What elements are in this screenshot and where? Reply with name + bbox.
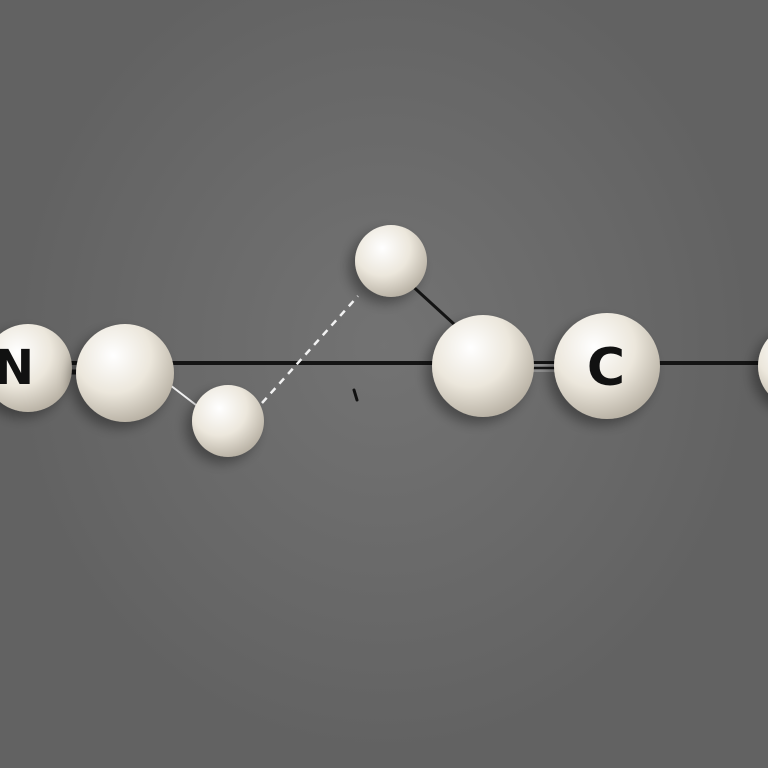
- bond-neighbor-to-lower: [169, 384, 197, 406]
- atom-c: [554, 313, 660, 419]
- dashed-bond-lower-to-upper: [261, 295, 359, 404]
- stray-mark: [352, 388, 359, 402]
- atom-n-label: N: [0, 340, 34, 396]
- bond-center-to-upper: [406, 280, 457, 327]
- atom-center: [432, 315, 534, 417]
- atom-n: [0, 324, 72, 412]
- atom-n-neighbor: [76, 324, 174, 422]
- atom-small-lower: [192, 385, 264, 457]
- atom-c-label: C: [587, 338, 625, 398]
- atom-small-upper: [355, 225, 427, 297]
- atom-edge-right: [758, 338, 768, 394]
